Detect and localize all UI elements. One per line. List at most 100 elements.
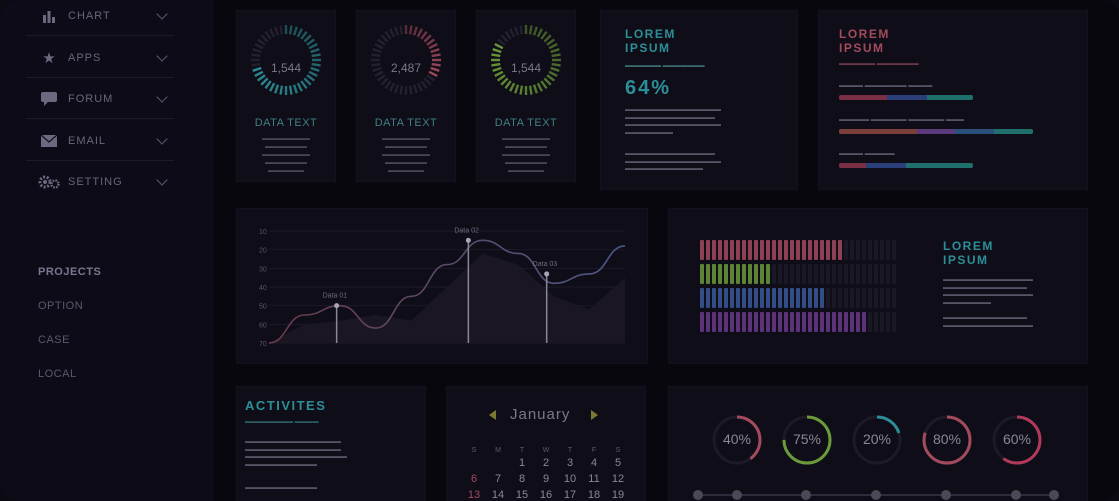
ring-segment: [536, 28, 543, 38]
equalizer-segment: [862, 240, 866, 260]
calendar-day[interactable]: 13: [467, 489, 481, 501]
calendar-day[interactable]: 17: [563, 489, 577, 501]
calendar-day[interactable]: 16: [539, 489, 553, 501]
calendar-day[interactable]: 10: [563, 473, 577, 485]
project-link-option[interactable]: OPTION: [38, 300, 84, 312]
calendar-day[interactable]: 12: [611, 473, 625, 485]
equalizer-segment: [724, 264, 728, 284]
progress-ring: [491, 25, 561, 95]
calendar-day[interactable]: 2: [542, 457, 550, 469]
timeline-dot: [1011, 490, 1021, 500]
equalizer-segment: [700, 288, 704, 308]
timeline-dot: [941, 490, 951, 500]
equalizer-segment: [802, 288, 806, 308]
percent-label: 20%: [862, 431, 892, 447]
equalizer-segment: [700, 312, 704, 332]
ring-segment: [550, 48, 560, 54]
equalizer-segment: [844, 288, 848, 308]
percent-arc: [992, 415, 1042, 465]
calendar-day[interactable]: 5: [614, 457, 622, 469]
project-link-case[interactable]: CASE: [38, 334, 70, 346]
equalizer-segment: [700, 264, 704, 284]
calendar-day[interactable]: 4: [590, 457, 598, 469]
equalizer-segment: [706, 240, 710, 260]
calendar-day[interactable]: 7: [494, 473, 502, 485]
equalizer-segment: [838, 312, 842, 332]
calendar-day[interactable]: 3: [566, 457, 574, 469]
ring-segment: [431, 62, 441, 67]
equalizer-segment: [844, 240, 848, 260]
calendar-day[interactable]: 6: [470, 473, 478, 485]
stat-card-2: 2,487 DATA TEXT ▬▬▬▬▬▬▬▬ ▬▬▬▬▬▬▬ ▬▬▬▬▬▬▬▬ ▬…: [356, 10, 456, 182]
equalizer-panel: LOREM IPSUM ▬▬▬▬▬▬▬▬▬▬▬▬▬▬▬ ▬▬▬▬▬▬▬▬▬▬▬▬▬…: [668, 208, 1088, 364]
equalizer-segment: [778, 312, 782, 332]
next-month-arrow-icon[interactable]: [591, 410, 598, 420]
sidebar-item-setting[interactable]: SETTING: [26, 162, 174, 202]
activities-panel: ACTIVITES ▬▬▬▬▬▬▬▬ ▬▬▬▬ ▬▬▬▬▬▬▬▬▬▬▬▬▬▬▬▬…: [236, 386, 426, 501]
equalizer-segment: [868, 288, 872, 308]
ring-segment: [540, 30, 548, 40]
sidebar-item-forum[interactable]: FORUM: [26, 79, 174, 119]
equalizer-segment: [784, 240, 788, 260]
equalizer-segment: [892, 312, 896, 332]
placeholder-subtitle: ▬▬▬▬▬▬ ▬▬▬▬▬▬▬: [625, 63, 705, 69]
panel-title-line1: LOREM: [625, 27, 676, 41]
equalizer-segment: [784, 312, 788, 332]
ring-segment: [303, 77, 312, 86]
ring-segment: [551, 53, 561, 58]
y-tick-label: 40: [259, 285, 267, 292]
equalizer-segment: [844, 312, 848, 332]
annotation-label: Data 02: [454, 227, 479, 234]
calendar-day[interactable]: 8: [518, 473, 526, 485]
calendar-day[interactable]: 18: [587, 489, 601, 501]
ring-segment: [252, 66, 262, 72]
equalizer-segment: [850, 240, 854, 260]
ring-segment: [394, 26, 400, 36]
calendar-month: January: [510, 406, 571, 423]
ring-segment: [492, 48, 502, 54]
ring-segment: [528, 85, 533, 95]
calendar-day[interactable]: 14: [491, 489, 505, 501]
equalizer-segment: [868, 264, 872, 284]
calendar-day[interactable]: 19: [611, 489, 625, 501]
ring-segment: [423, 34, 432, 43]
equalizer-segment: [754, 312, 758, 332]
calendar-day[interactable]: 15: [515, 489, 529, 501]
ring-segment: [408, 85, 413, 95]
ring-segment: [374, 43, 384, 50]
ring-segment: [496, 38, 506, 46]
ring-segment: [514, 26, 520, 36]
project-link-local[interactable]: LOCAL: [38, 368, 77, 380]
ring-segment: [306, 74, 316, 82]
equalizer-segment: [790, 264, 794, 284]
stat-value: 2,487: [390, 61, 422, 75]
ring-segment: [274, 26, 280, 36]
equalizer-segment: [754, 240, 758, 260]
ring-segment: [420, 80, 428, 90]
ring-segment: [279, 85, 284, 95]
ring-segment: [264, 80, 272, 90]
calendar-day[interactable]: 1: [518, 457, 526, 469]
equalizer-segment: [766, 264, 770, 284]
y-tick-label: 20: [259, 248, 267, 255]
calendar-day[interactable]: 9: [542, 473, 550, 485]
equalizer-segment: [856, 312, 860, 332]
ring-segment: [306, 38, 316, 46]
ring-segment: [372, 48, 382, 54]
sidebar-item-chart[interactable]: CHART: [26, 0, 174, 36]
ring-segment: [509, 28, 516, 38]
equalizer-segment: [808, 288, 812, 308]
percent-label: 40%: [722, 431, 752, 447]
equalizer-segment: [874, 312, 878, 332]
previous-month-arrow-icon[interactable]: [489, 410, 496, 420]
equalizer-segment: [766, 312, 770, 332]
sidebar-item-email[interactable]: EMAIL: [26, 121, 174, 161]
sidebar-item-apps[interactable]: ★ APPS: [26, 38, 174, 78]
calendar-day[interactable]: 11: [588, 473, 600, 485]
equalizer-segment: [718, 312, 722, 332]
equalizer-segment: [880, 240, 884, 260]
panel-title-line2: IPSUM: [839, 41, 885, 55]
equalizer-segment: [706, 312, 710, 332]
ring-segment: [296, 28, 303, 38]
